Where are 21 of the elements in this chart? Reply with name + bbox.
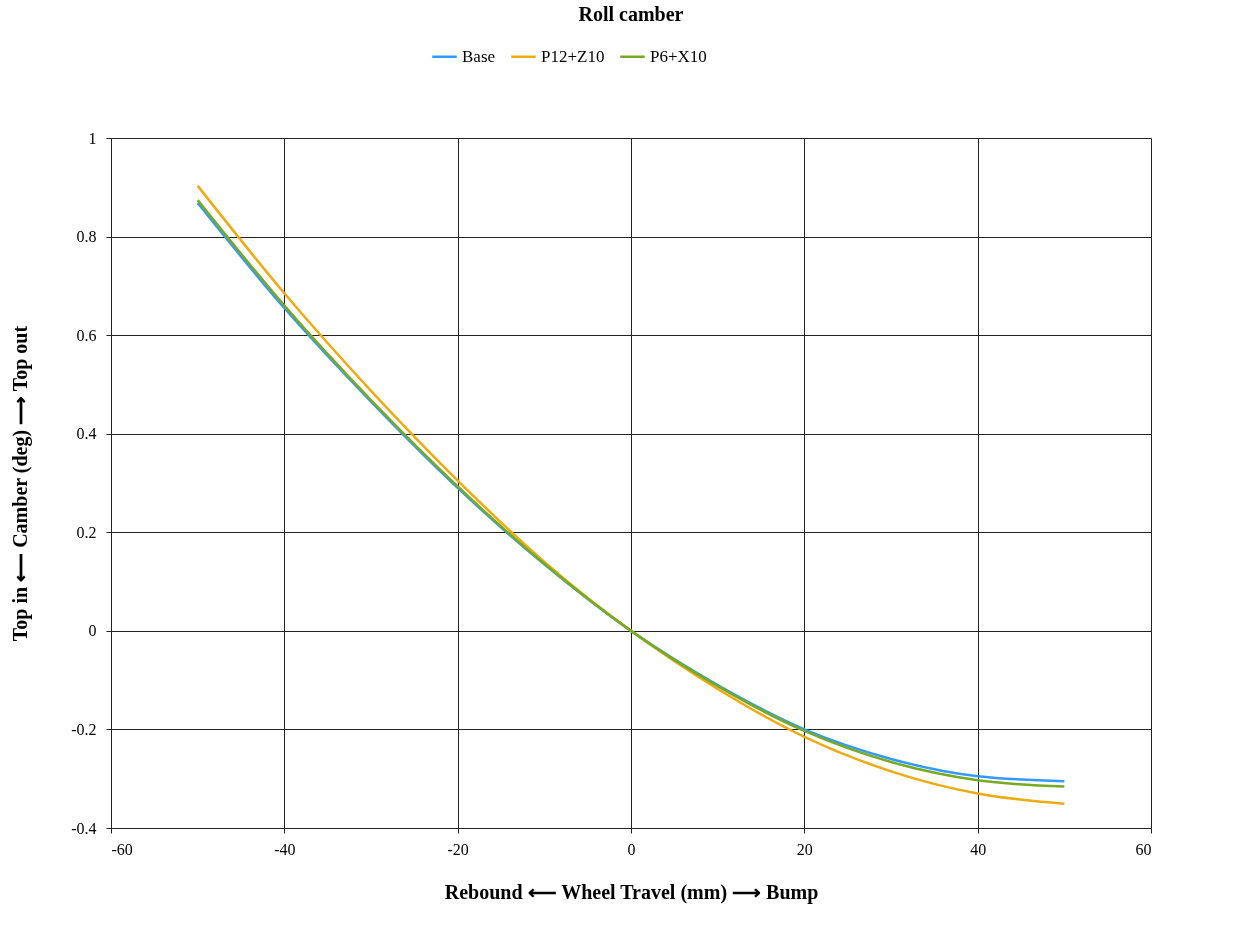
x-axis-title: Rebound ⟵ Wheel Travel (mm) ⟶ Bump: [444, 880, 819, 904]
x-tick-label: 60: [1135, 840, 1152, 858]
legend-label: P6+X10: [650, 46, 707, 66]
y-tick-label: -0.4: [71, 819, 97, 837]
x-tick-label: -20: [447, 840, 469, 858]
legend-label: Base: [462, 46, 496, 66]
chart-title: Roll camber: [578, 3, 684, 25]
y-tick-label: 0.8: [76, 228, 97, 246]
y-tick-label: 0.2: [76, 523, 97, 541]
y-tick-label: 0: [88, 622, 97, 640]
y-tick-label: 0.4: [76, 425, 97, 443]
x-tick-label: -60: [111, 840, 133, 858]
y-tick-label: 1: [88, 129, 97, 147]
x-tick-label: 20: [796, 840, 813, 858]
x-tick-label: -40: [274, 840, 296, 858]
x-tick-label: 40: [970, 840, 987, 858]
x-tick-label: 0: [627, 840, 636, 858]
y-axis-title: Top in ⟵ Camber (deg) ⟶ Top out: [9, 325, 33, 642]
legend-label: P12+Z10: [541, 46, 605, 66]
y-tick-label: -0.2: [71, 720, 97, 738]
y-tick-label: 0.6: [76, 326, 97, 344]
